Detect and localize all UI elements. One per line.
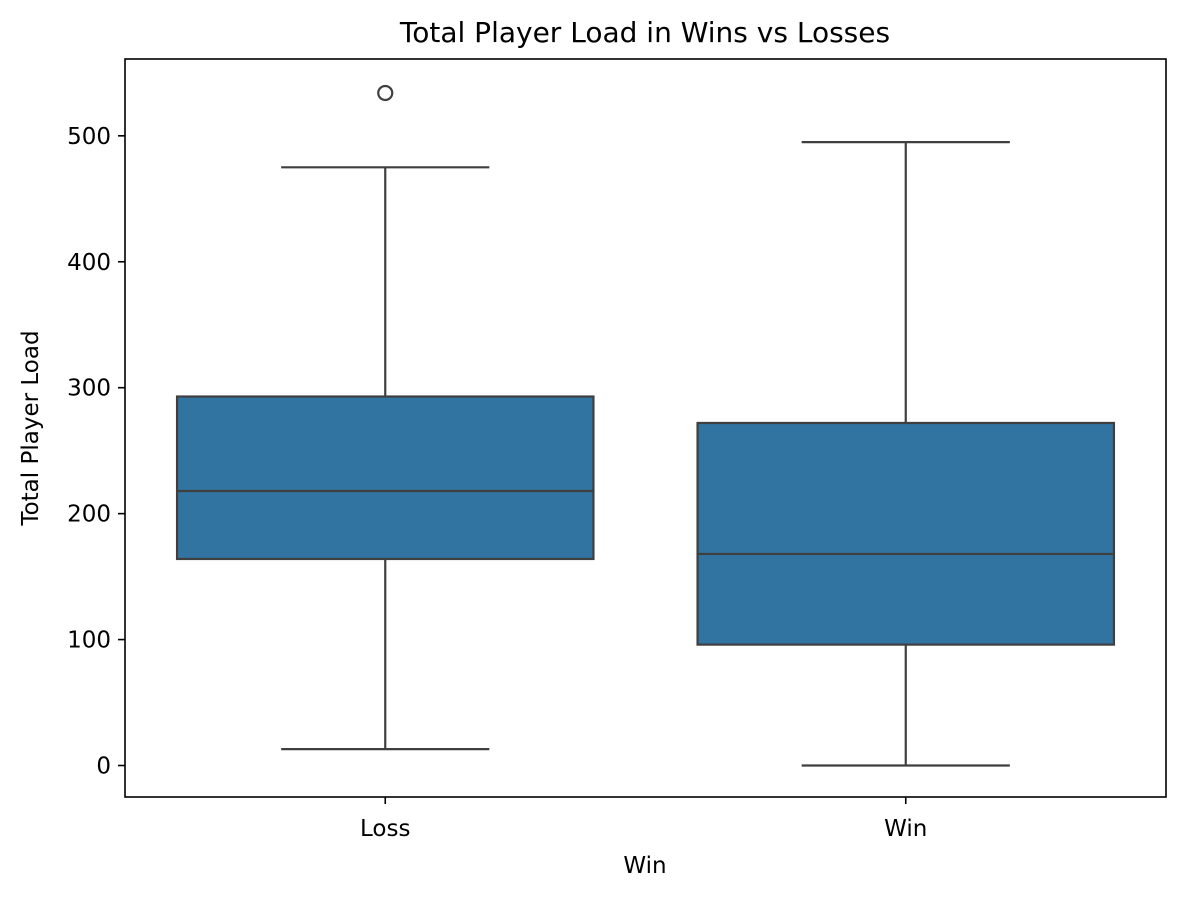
x-axis: Loss Win	[360, 797, 927, 842]
y-tick-label: 400	[67, 250, 111, 276]
y-tick-label: 100	[67, 628, 111, 654]
plot-area	[175, 84, 1116, 767]
x-tick-label: Win	[884, 816, 927, 842]
x-tick-label: Loss	[360, 816, 410, 842]
plot-frame	[124, 58, 1167, 798]
box-loss	[175, 84, 595, 751]
y-axis: 0 100 200 300 400 500	[67, 124, 125, 780]
iqr-box-loss	[175, 395, 595, 561]
outlier-point-loss	[377, 84, 394, 102]
y-tick-label: 500	[67, 124, 111, 150]
x-axis-label: Win	[623, 853, 666, 879]
y-tick-label: 200	[67, 502, 111, 528]
chart-title: Total Player Load in Wins vs Losses	[399, 16, 890, 49]
box-win	[696, 141, 1116, 767]
y-axis-label: Total Player Load	[18, 330, 44, 526]
y-tick-label: 300	[67, 376, 111, 402]
iqr-box-win	[696, 421, 1116, 646]
y-tick-label: 0	[96, 754, 111, 780]
